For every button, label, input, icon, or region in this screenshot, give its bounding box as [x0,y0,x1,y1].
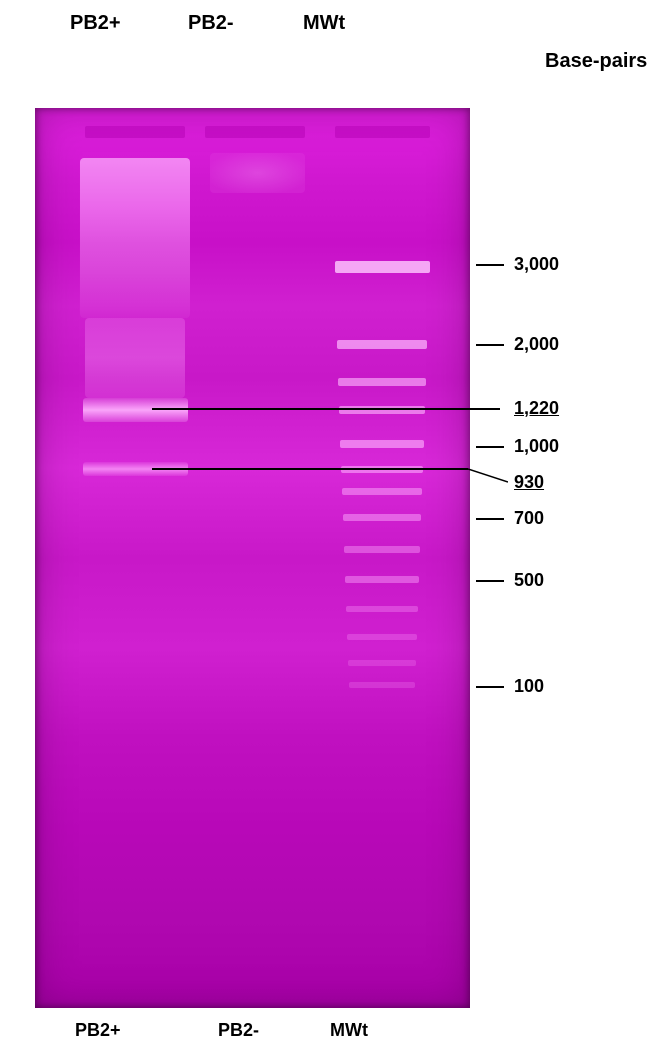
lane-label-pb2plus: PB2+ [70,12,121,35]
ladder-band-600 [344,546,420,553]
guide-line-930-flat [152,468,468,470]
ladder-band-2000 [337,340,427,349]
ladder-band-300 [347,634,417,640]
lane-label-pb2minus: PB2- [188,12,234,35]
marker-tick-3000 [476,264,504,266]
marker-label-1220: 1,220 [514,398,559,419]
well-mwt [335,126,430,138]
marker-tick-700 [476,518,504,520]
pb2plus-band-1220 [83,398,188,422]
marker-tick-500 [476,580,504,582]
gel-figure: PB2+ PB2- MWt Base-pairs 3,000 [0,0,664,1056]
marker-tick-100 [476,686,504,688]
ladder-band-800 [342,488,422,495]
ladder-band-400 [346,606,418,612]
bottom-label-mwt: MWt [330,1020,368,1041]
pb2minus-faint-smear [210,153,305,193]
ladder-band-1000 [340,440,424,448]
lane-label-mwt: MWt [303,12,345,35]
well-pb2minus [205,126,305,138]
marker-tick-1000 [476,446,504,448]
gel-image [35,108,470,1008]
ladder-band-200 [348,660,416,666]
axis-title-basepairs: Base-pairs [545,50,647,73]
ladder-band-100 [349,682,415,688]
pb2plus-smear-top [80,158,190,318]
well-pb2plus [85,126,185,138]
guide-line-1220 [152,408,500,410]
marker-label-2000: 2,000 [514,334,559,355]
guide-line-930-angle [468,468,508,488]
ladder-band-700 [343,514,421,521]
pb2plus-smear-mid [85,318,185,398]
bottom-label-pb2plus: PB2+ [75,1020,121,1041]
ladder-band-3000 [335,261,430,273]
ladder-band-1500 [338,378,426,386]
marker-tick-2000 [476,344,504,346]
marker-label-700: 700 [514,508,544,529]
marker-label-1000: 1,000 [514,436,559,457]
marker-label-100: 100 [514,676,544,697]
marker-label-930: 930 [514,472,544,493]
bottom-label-pb2minus: PB2- [218,1020,259,1041]
marker-label-3000: 3,000 [514,254,559,275]
ladder-band-500 [345,576,419,583]
marker-label-500: 500 [514,570,544,591]
